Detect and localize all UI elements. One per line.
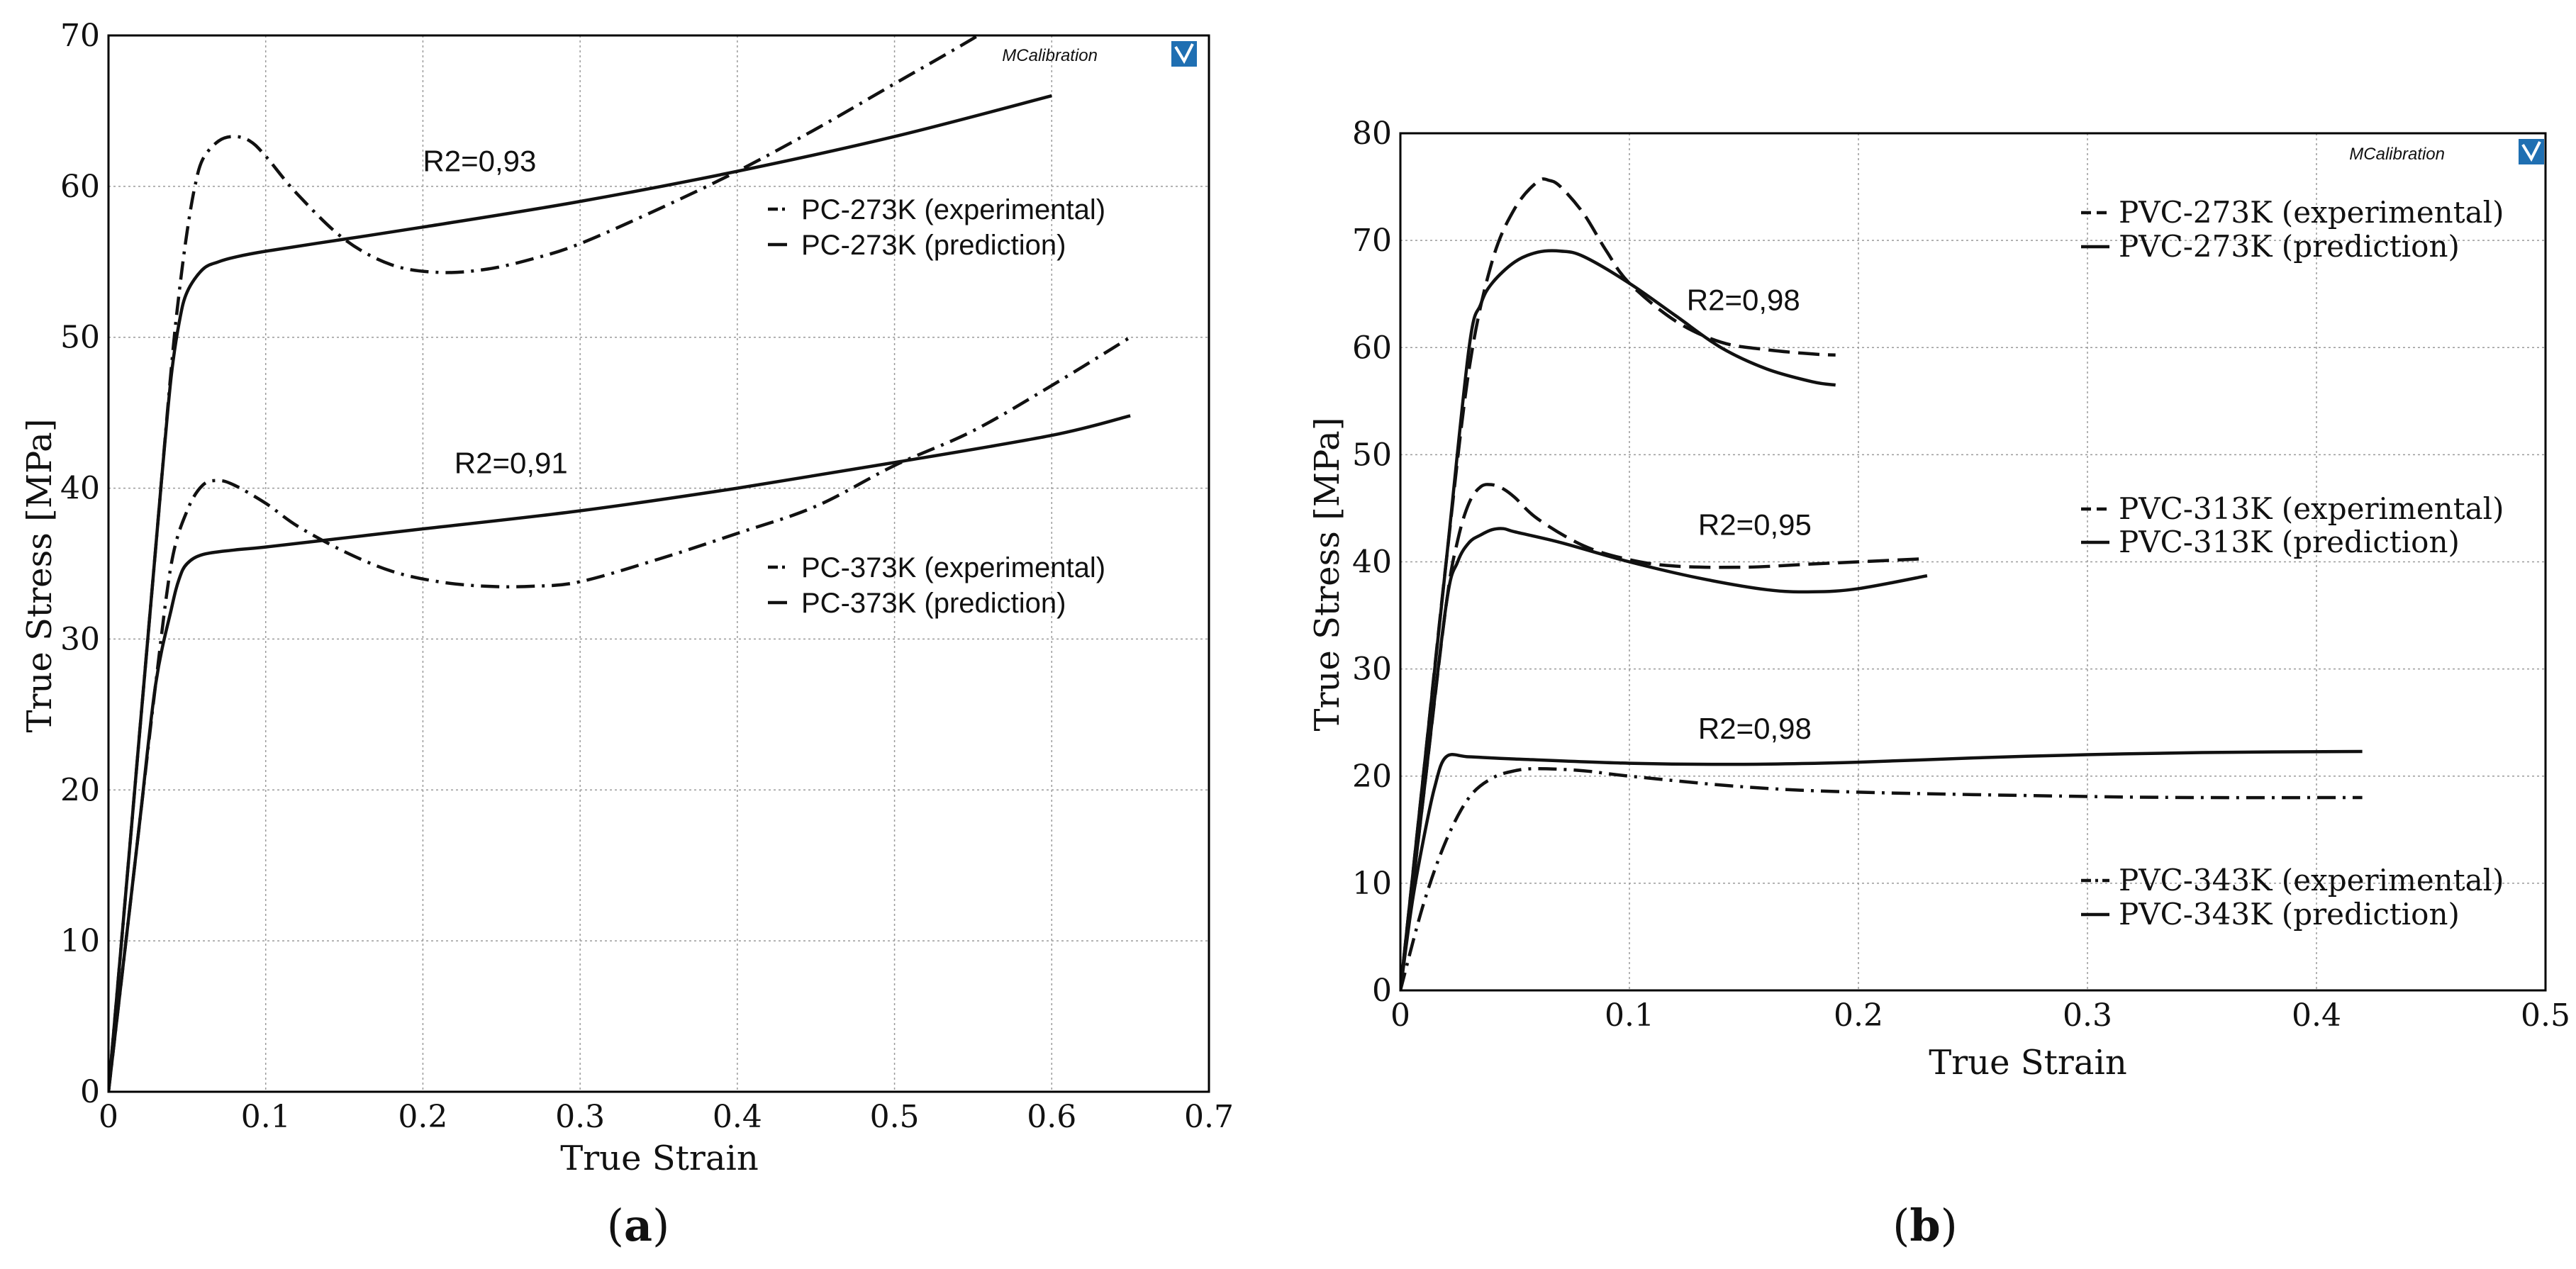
x-tick-label: 0.3 xyxy=(555,1099,605,1135)
y-tick-label: 30 xyxy=(60,621,100,657)
legend-label: PC-273K (prediction) xyxy=(801,230,1066,261)
series-line-pc-373k-prediction xyxy=(108,414,1131,1092)
panel-b-annotations: R2=0,98 R2=0,95 R2=0,98 xyxy=(1687,283,1812,744)
panel-a-logo: MCalibration xyxy=(1002,41,1197,67)
mcalibration-logo-mark-icon xyxy=(2521,141,2541,162)
y-tick-label: 60 xyxy=(1352,330,1392,366)
r2-annotation: R2=0,98 xyxy=(1687,283,1800,316)
x-tick-label: 0.1 xyxy=(241,1099,291,1135)
panel-b-logo: MCalibration xyxy=(2349,139,2544,164)
panel-a-ticks: 0 0.1 0.2 0.3 0.4 0.5 0.6 0.7 0 10 20 30 40 50 60 70 xyxy=(60,18,1234,1135)
y-tick-label: 10 xyxy=(1352,866,1392,902)
legend-label: PC-273K (experimental) xyxy=(801,194,1105,225)
legend-label: PC-373K (experimental) xyxy=(801,552,1105,583)
panel-b-logo-text: MCalibration xyxy=(2349,145,2445,164)
series-line-pc-273k-experimental xyxy=(108,35,981,1092)
r2-annotation: R2=0,91 xyxy=(455,446,568,479)
series-line-pvc-343k-experimental xyxy=(1400,766,2363,990)
y-tick-label: 40 xyxy=(1352,544,1392,581)
legend-label: PVC-273K (prediction) xyxy=(2119,229,2460,264)
r2-annotation: R2=0,93 xyxy=(423,145,536,178)
x-tick-label: 0.5 xyxy=(2521,997,2570,1034)
y-tick-label: 50 xyxy=(60,320,100,356)
x-tick-label: 0.4 xyxy=(2292,997,2341,1034)
y-tick-label: 20 xyxy=(60,772,100,808)
panel-b-x-axis-label: True Strain xyxy=(1929,1043,2127,1083)
panel-b-series xyxy=(1400,177,2363,990)
x-tick-label: 0 xyxy=(99,1099,118,1135)
x-tick-label: 0.6 xyxy=(1027,1099,1076,1135)
y-tick-label: 0 xyxy=(80,1074,100,1110)
x-tick-label: 0.1 xyxy=(1605,997,1654,1034)
legend-label: PVC-343K (prediction) xyxy=(2119,897,2460,932)
y-tick-label: 50 xyxy=(1352,437,1392,473)
r2-annotation: R2=0,95 xyxy=(1698,508,1812,542)
series-line-pc-273k-prediction xyxy=(108,94,1052,1092)
x-tick-label: 0.3 xyxy=(2063,997,2112,1034)
panel-b-legend: PVC-273K (experimental)PVC-273K (predict… xyxy=(2081,195,2504,932)
y-tick-label: 70 xyxy=(60,18,100,54)
panel-b-ticks: 0 0.1 0.2 0.3 0.4 0.5 0 10 20 30 40 50 60 70 80 xyxy=(1352,116,2570,1034)
panel-b-grid xyxy=(1400,133,2546,990)
series-line-pvc-343k-prediction xyxy=(1400,749,2363,990)
panel-b-caption: (b) xyxy=(1892,1200,1958,1251)
legend-label: PVC-313K (prediction) xyxy=(2119,525,2460,559)
y-tick-label: 70 xyxy=(1352,223,1392,259)
panel-b-y-axis-label: True Stress [MPa] xyxy=(1307,418,1347,732)
panel-a-x-axis-label: True Strain xyxy=(560,1139,759,1178)
panel-b-frame xyxy=(1399,132,2547,992)
y-tick-label: 0 xyxy=(1372,973,1392,1009)
x-tick-label: 0.2 xyxy=(398,1099,447,1135)
panel-a-legend: PC-273K (experimental) PC-273K (predictio… xyxy=(768,194,1105,619)
series-line-pvc-313k-experimental xyxy=(1400,483,1927,990)
r2-annotation: R2=0,98 xyxy=(1698,712,1812,745)
series-line-pvc-273k-prediction xyxy=(1400,249,1836,990)
y-tick-label: 30 xyxy=(1352,652,1392,688)
panel-a-series xyxy=(108,35,1132,1092)
panel-a-annotations: R2=0,93 R2=0,91 xyxy=(423,145,567,480)
panel-a-caption: (a) xyxy=(607,1200,670,1251)
y-tick-label: 10 xyxy=(60,923,100,959)
x-tick-label: 0.4 xyxy=(713,1099,762,1135)
series-line-pc-373k-experimental xyxy=(108,335,1132,1092)
x-tick-label: 0.7 xyxy=(1184,1099,1234,1135)
mcalibration-logo-mark-icon xyxy=(1174,43,1194,65)
panel-a-grid xyxy=(108,35,1209,1092)
panel-b-chart: 0 0.1 0.2 0.3 0.4 0.5 0 10 20 30 40 50 60 70 80 PVC-27… xyxy=(1307,116,2570,1251)
y-tick-label: 60 xyxy=(60,169,100,205)
y-tick-label: 80 xyxy=(1352,116,1392,152)
x-tick-label: 0 xyxy=(1390,997,1410,1034)
panel-a-logo-text: MCalibration xyxy=(1002,46,1098,65)
y-tick-label: 40 xyxy=(60,471,100,507)
x-tick-label: 0.2 xyxy=(1834,997,1883,1034)
y-tick-label: 20 xyxy=(1352,759,1392,795)
series-line-pvc-313k-prediction xyxy=(1400,527,1928,990)
legend-label: PVC-273K (experimental) xyxy=(2119,195,2504,230)
legend-label: PVC-313K (experimental) xyxy=(2119,491,2504,526)
x-tick-label: 0.5 xyxy=(870,1099,920,1135)
panel-a-chart: 0 0.1 0.2 0.3 0.4 0.5 0.6 0.7 0 10 20 30 40 50 60 70 PC… xyxy=(20,18,1234,1251)
panel-a-frame xyxy=(107,34,1210,1093)
legend-label: PC-373K (prediction) xyxy=(801,588,1066,619)
legend-label: PVC-343K (experimental) xyxy=(2119,863,2504,898)
panel-a-y-axis-label: True Stress [MPa] xyxy=(20,419,60,733)
